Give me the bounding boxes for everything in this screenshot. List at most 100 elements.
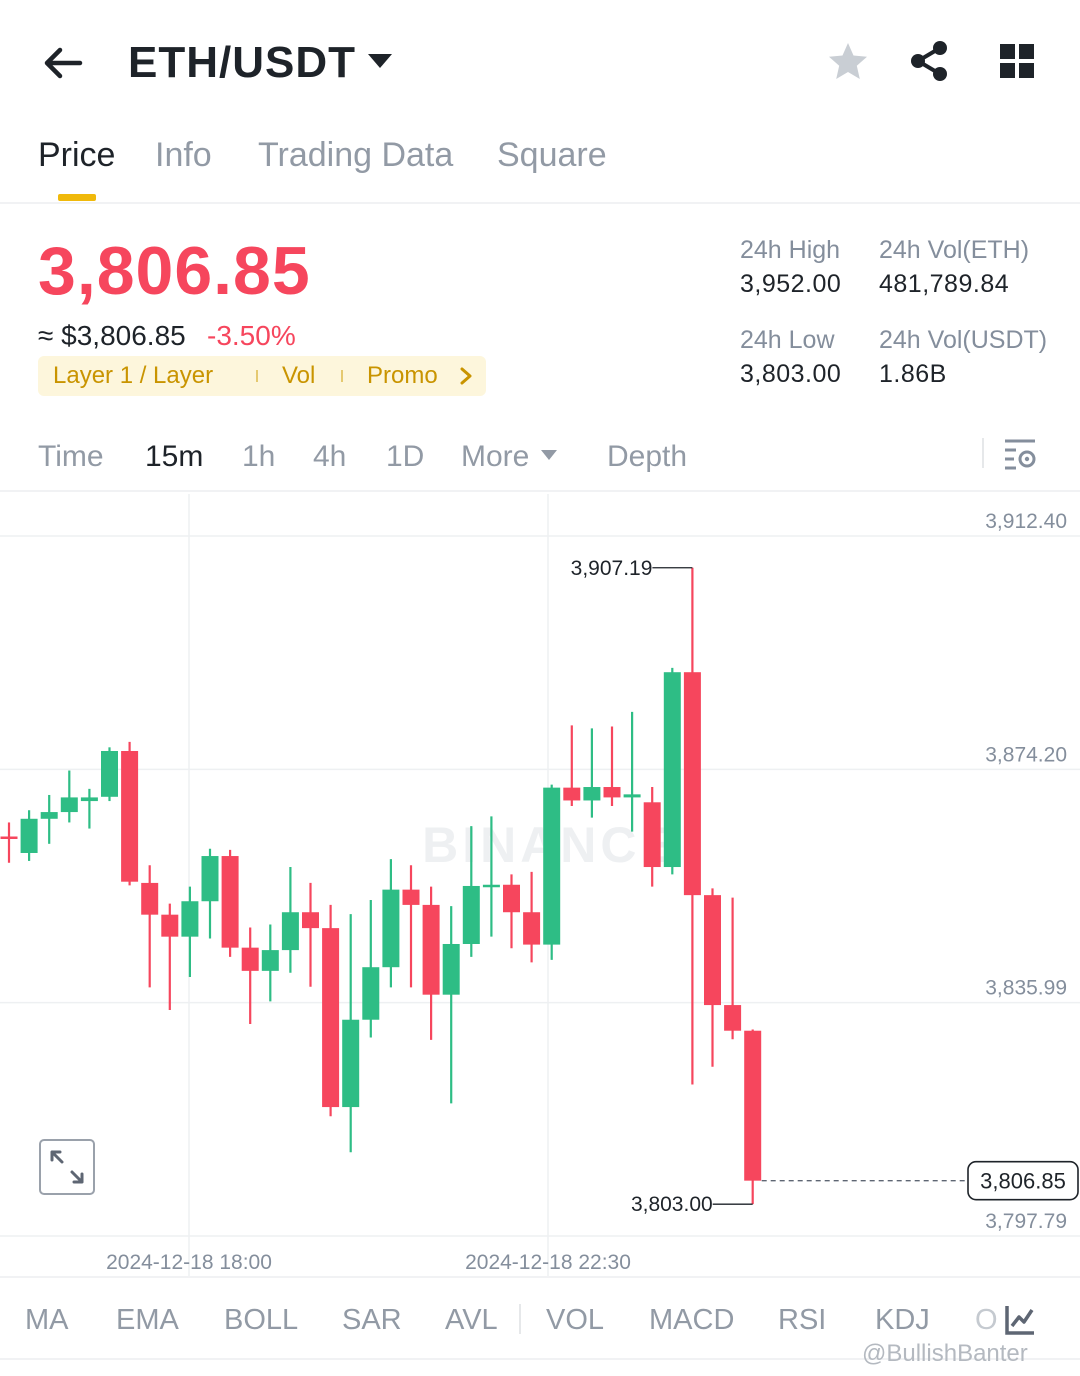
- candle: [543, 784, 561, 960]
- indicator-boll[interactable]: BOLL: [224, 1304, 299, 1336]
- candle: [40, 794, 58, 844]
- candle-body: [563, 787, 581, 801]
- indicator-vol[interactable]: VOL: [546, 1304, 605, 1336]
- chart-grid: [0, 494, 1080, 1276]
- star-icon[interactable]: [826, 40, 870, 84]
- indicator-avl[interactable]: AVL: [445, 1304, 498, 1336]
- tag-promo[interactable]: Promo: [367, 362, 438, 389]
- tab-info[interactable]: Info: [155, 136, 212, 174]
- candle: [663, 667, 681, 875]
- chart-settings-icon[interactable]: [1002, 436, 1038, 472]
- candle-body: [221, 856, 239, 948]
- chevron-right-icon[interactable]: [458, 366, 474, 386]
- indicator-macd[interactable]: MACD: [649, 1304, 735, 1336]
- indicator-ema[interactable]: EMA: [116, 1304, 179, 1336]
- tag-divider: [341, 370, 343, 382]
- candle: [281, 867, 299, 973]
- interval-time[interactable]: Time: [38, 440, 104, 473]
- last-price-box: [967, 1160, 1079, 1201]
- candle: [121, 741, 139, 886]
- price-markers: 3,907.19 3,803.00 3,806.85: [571, 557, 1079, 1216]
- candle-body: [523, 912, 541, 945]
- candle: [161, 903, 179, 1010]
- candle-body: [161, 914, 179, 937]
- candle: [603, 726, 621, 806]
- grid-icon[interactable]: [998, 42, 1036, 80]
- candle-body: [583, 787, 601, 801]
- tag-vol[interactable]: Vol: [282, 362, 316, 389]
- indicator-rsi[interactable]: RSI: [778, 1304, 827, 1336]
- high-label: 24h High: [740, 236, 841, 264]
- candle-body: [80, 797, 98, 802]
- interval-1d[interactable]: 1D: [386, 440, 425, 473]
- candle-body: [261, 950, 279, 971]
- interval-bar: Time 15m 1h 4h 1D More Depth: [0, 424, 1080, 492]
- active-tab-indicator: [58, 194, 96, 201]
- vol-usdt-value: 1.86B: [879, 360, 947, 388]
- interval-1h[interactable]: 1h: [242, 440, 276, 473]
- back-arrow-icon[interactable]: [40, 40, 86, 86]
- candle: [221, 849, 239, 957]
- indicator-kdj[interactable]: KDJ: [875, 1304, 930, 1336]
- candle: [362, 900, 380, 1038]
- indicator-sar[interactable]: SAR: [342, 1304, 402, 1336]
- candle-body: [442, 943, 460, 995]
- high-marker-label: 3,907.19: [571, 557, 653, 580]
- candle-body: [422, 904, 440, 995]
- chevron-down-icon[interactable]: [366, 50, 394, 72]
- caret-down-icon[interactable]: [540, 448, 558, 462]
- tag-layer[interactable]: Layer 1 / Layer: [53, 362, 214, 389]
- candle-body: [663, 672, 681, 868]
- share-icon[interactable]: [906, 38, 952, 84]
- price-axis-label: 3,797.79: [985, 1210, 1067, 1233]
- candle-body: [281, 912, 299, 951]
- vol-eth-value: 481,789.84: [879, 270, 1010, 298]
- interval-15m[interactable]: 15m: [145, 440, 204, 473]
- candle: [503, 874, 520, 949]
- tab-price[interactable]: Price: [38, 136, 116, 174]
- candle: [422, 886, 440, 1040]
- indicator-more[interactable]: O: [975, 1304, 998, 1336]
- candle-body: [181, 901, 199, 937]
- candle-body: [322, 928, 340, 1108]
- candle: [181, 886, 199, 977]
- pair-title[interactable]: ETH/USDT: [128, 38, 356, 87]
- candle: [623, 711, 641, 832]
- candle: [0, 822, 18, 863]
- candle: [382, 859, 400, 988]
- last-price: 3,806.85: [38, 233, 311, 309]
- interval-depth[interactable]: Depth: [607, 440, 688, 473]
- expand-icon[interactable]: [50, 1150, 84, 1184]
- candle: [141, 865, 159, 988]
- candle: [583, 728, 601, 818]
- tag-strip[interactable]: Layer 1 / Layer Vol Promo: [38, 356, 486, 396]
- candle: [101, 747, 118, 802]
- candle: [342, 914, 360, 1153]
- candle: [523, 871, 541, 963]
- price-axis-label: 3,874.20: [985, 743, 1067, 766]
- candle-body: [201, 856, 219, 902]
- candle: [20, 810, 38, 861]
- candle: [442, 906, 460, 1104]
- tab-trading-data[interactable]: Trading Data: [258, 136, 454, 174]
- candle: [724, 897, 742, 1040]
- candle: [322, 904, 340, 1117]
- indicator-ma[interactable]: MA: [25, 1304, 69, 1336]
- candle-body: [683, 672, 701, 896]
- candle: [201, 848, 219, 939]
- candle-body: [704, 895, 721, 1006]
- candle-body: [121, 750, 139, 882]
- indicator-divider: [519, 1304, 521, 1334]
- candle-body: [724, 1005, 742, 1031]
- low-value: 3,803.00: [740, 360, 842, 388]
- indicator-settings-icon[interactable]: [1004, 1304, 1036, 1336]
- price-axis-label: 3,835.99: [985, 977, 1067, 1000]
- candle: [302, 882, 319, 987]
- interval-more[interactable]: More: [461, 440, 530, 473]
- high-value: 3,952.00: [740, 270, 842, 298]
- tab-square[interactable]: Square: [497, 136, 607, 174]
- candle: [563, 725, 581, 806]
- expand-button[interactable]: [39, 1139, 95, 1195]
- candlestick-chart[interactable]: BINANCE 3,912.403,874.203,835.993,797.79…: [0, 494, 1080, 1276]
- interval-4h[interactable]: 4h: [313, 440, 347, 473]
